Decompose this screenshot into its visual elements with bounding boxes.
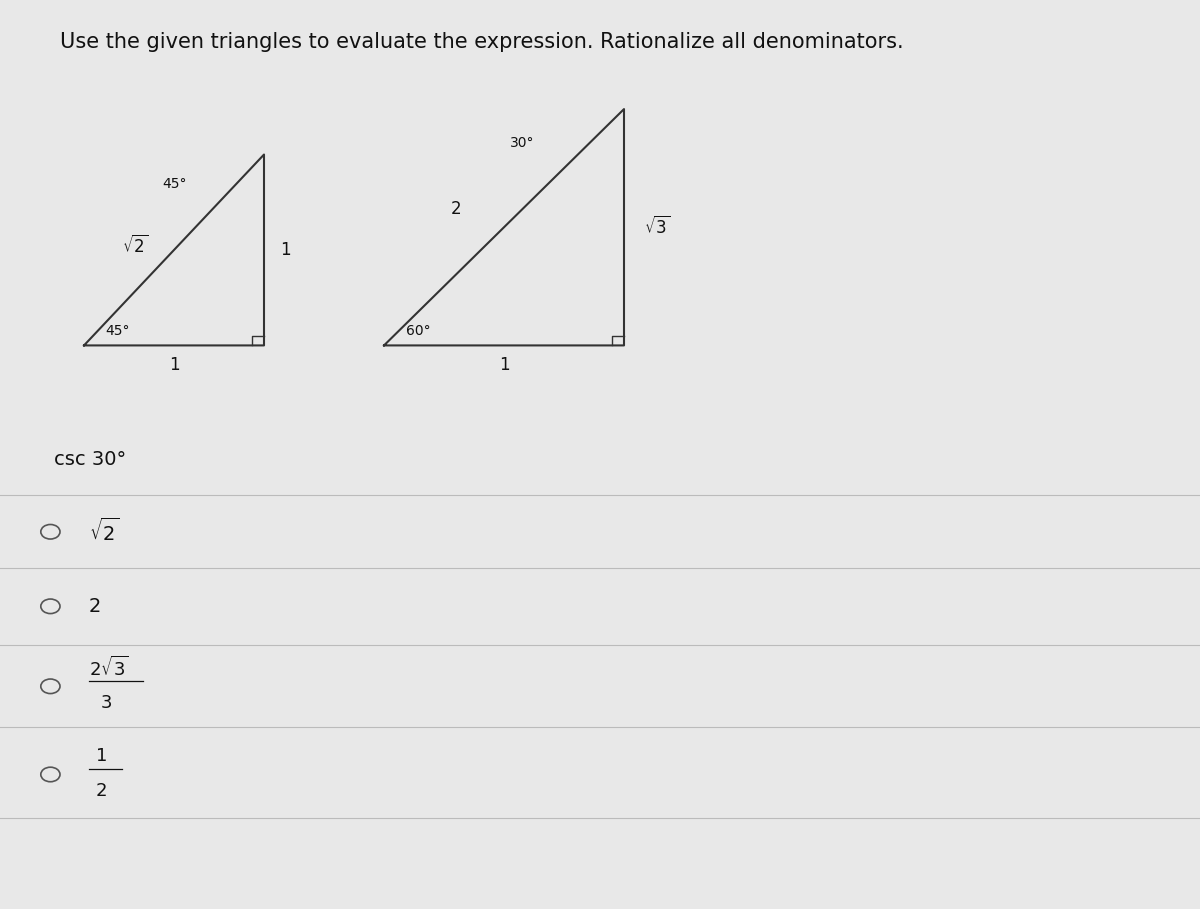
Text: $\sqrt{3}$: $\sqrt{3}$ xyxy=(644,216,671,238)
Text: csc 30°: csc 30° xyxy=(54,450,126,468)
Text: $2\sqrt{3}$: $2\sqrt{3}$ xyxy=(89,656,128,680)
Text: 2: 2 xyxy=(96,782,108,800)
Text: 1: 1 xyxy=(281,241,290,259)
Text: 30°: 30° xyxy=(510,136,534,150)
Text: 3: 3 xyxy=(101,694,113,712)
Text: 2: 2 xyxy=(451,200,461,218)
Text: 60°: 60° xyxy=(406,325,431,338)
Text: $\sqrt{2}$: $\sqrt{2}$ xyxy=(122,235,149,256)
Text: 45°: 45° xyxy=(162,177,186,191)
Text: 2: 2 xyxy=(89,597,101,615)
Text: $\sqrt{2}$: $\sqrt{2}$ xyxy=(89,518,120,545)
Text: 1: 1 xyxy=(169,356,179,375)
Text: 45°: 45° xyxy=(106,325,130,338)
Text: Use the given triangles to evaluate the expression. Rationalize all denominators: Use the given triangles to evaluate the … xyxy=(60,32,904,52)
Text: 1: 1 xyxy=(96,747,107,765)
Text: 1: 1 xyxy=(499,356,509,375)
